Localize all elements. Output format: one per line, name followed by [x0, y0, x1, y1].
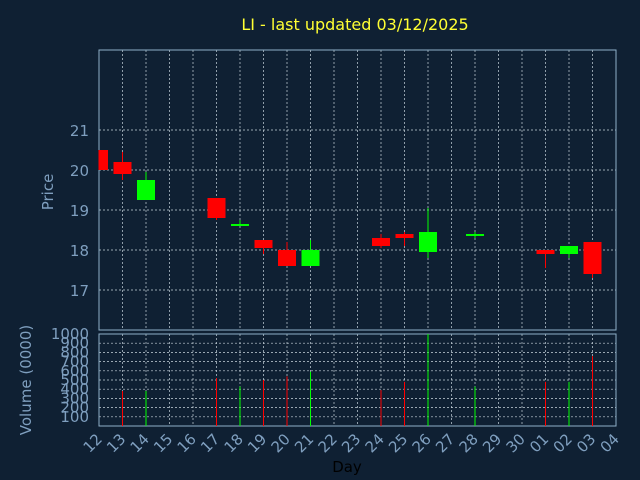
- grid: [99, 50, 616, 426]
- volume-tick-label: 1000: [51, 325, 89, 343]
- x-tick-label: 24: [362, 430, 388, 456]
- volume-bars: [122, 334, 593, 426]
- x-tick-label: 02: [550, 430, 576, 456]
- candle-body: [231, 224, 249, 226]
- x-tick-label: 18: [221, 430, 247, 456]
- x-tick-label: 17: [197, 430, 223, 456]
- x-tick-label: 21: [291, 430, 317, 456]
- volume-tick-label: 900: [60, 334, 89, 352]
- x-tick-label: 27: [432, 430, 458, 456]
- volume-axis-label: Volume (0000): [17, 325, 35, 435]
- candle-body: [560, 246, 578, 254]
- candle-body: [301, 250, 320, 266]
- x-tick-label: 03: [573, 430, 599, 456]
- candle-body: [419, 232, 437, 252]
- candle-body: [466, 234, 484, 236]
- x-tick-label: 26: [409, 430, 435, 456]
- price-tick-label: 20: [70, 162, 89, 180]
- price-axis-label: Price: [39, 174, 57, 211]
- volume-tick-label: 600: [60, 362, 89, 380]
- x-axis-label: Day: [332, 458, 362, 476]
- price-panel-frame: [98, 49, 617, 331]
- x-tick-label: 16: [174, 430, 200, 456]
- candle-body: [536, 250, 555, 254]
- candle-body: [254, 240, 273, 248]
- volume-tick-label: 800: [60, 343, 89, 361]
- volume-tick-label: 400: [60, 380, 89, 398]
- price-tick-label: 19: [70, 202, 89, 220]
- candle-body: [395, 234, 414, 238]
- x-tick-label: 23: [338, 430, 364, 456]
- price-tick-label: 21: [70, 122, 89, 140]
- candle-body: [99, 150, 108, 170]
- x-tick-label: 30: [503, 430, 529, 456]
- x-tick-label: 20: [268, 430, 294, 456]
- candle-body: [113, 162, 132, 174]
- candle-body: [278, 250, 296, 266]
- x-tick-label: 04: [597, 430, 623, 456]
- candles: [98, 150, 602, 278]
- x-tick-label: 25: [385, 430, 411, 456]
- x-tick-label: 29: [479, 430, 505, 456]
- volume-tick-label: 300: [60, 389, 89, 407]
- x-tick-label: 15: [150, 430, 176, 456]
- x-axis-ticks: 1213141516171819202122232425262728293001…: [80, 430, 623, 456]
- volume-tick-label: 200: [60, 399, 89, 417]
- volume-panel-frame: [98, 333, 617, 427]
- x-tick-label: 13: [103, 430, 129, 456]
- x-tick-label: 01: [526, 430, 552, 456]
- candle-body: [583, 242, 602, 274]
- volume-tick-label: 700: [60, 353, 89, 371]
- x-tick-label: 12: [80, 430, 106, 456]
- price-tick-label: 18: [70, 242, 89, 260]
- price-axis-ticks: 17 18 19 20 21: [70, 122, 89, 300]
- chart-title: LI - last updated 03/12/2025: [241, 15, 468, 34]
- price-tick-label: 17: [70, 282, 89, 300]
- volume-tick-label: 500: [60, 371, 89, 389]
- candle-body: [137, 180, 155, 200]
- volume-tick-label: 100: [60, 408, 89, 426]
- candle-body: [207, 198, 226, 218]
- x-tick-label: 28: [456, 430, 482, 456]
- candle-body: [372, 238, 390, 246]
- x-tick-label: 14: [127, 430, 153, 456]
- x-tick-label: 19: [244, 430, 270, 456]
- x-tick-label: 22: [315, 430, 341, 456]
